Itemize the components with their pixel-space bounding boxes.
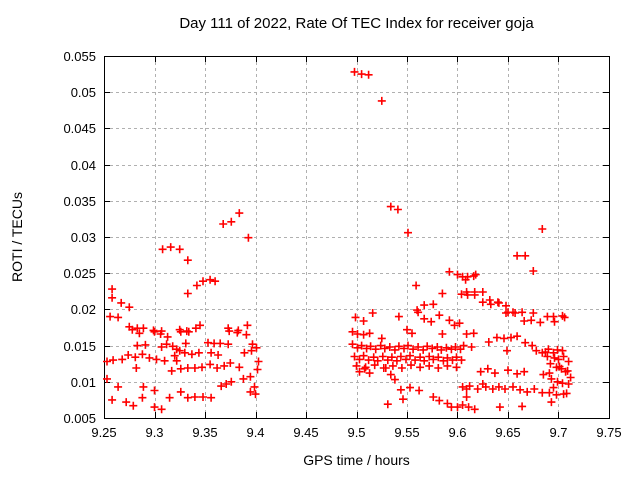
chart-title: Day 111 of 2022, Rate Of TEC Index for r… <box>179 15 534 32</box>
x-axis-label: GPS time / hours <box>303 452 410 468</box>
scatter-points <box>103 67 575 414</box>
